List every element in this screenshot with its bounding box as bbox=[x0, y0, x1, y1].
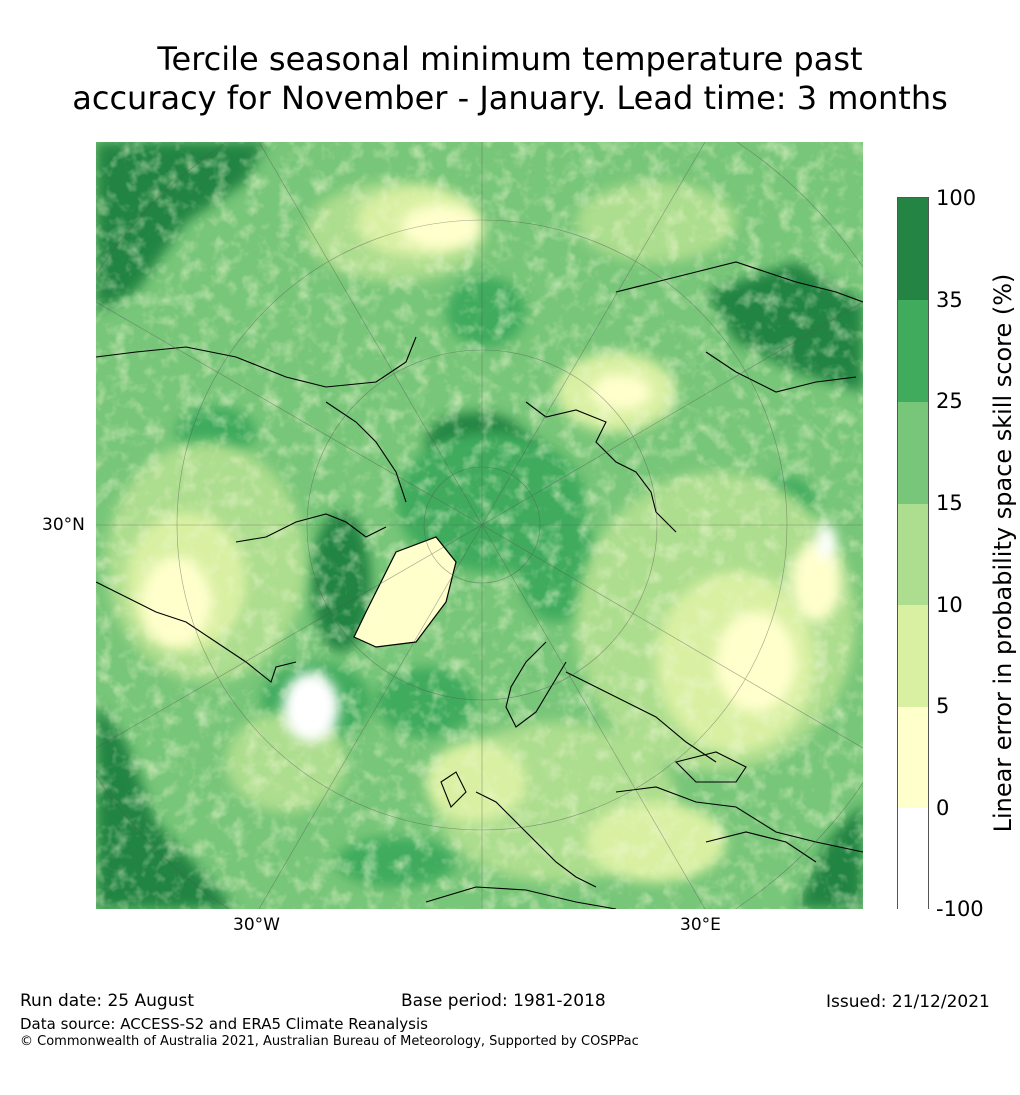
base-period: Base period: 1981-2018 bbox=[401, 991, 606, 1011]
colorbar-bin-0-5 bbox=[898, 707, 928, 808]
colorbar-title: Linear error in probability space skill … bbox=[989, 273, 1017, 833]
colorbar-tick-15: 15 bbox=[936, 491, 963, 515]
colorbar-bin-neg100-0 bbox=[898, 808, 928, 910]
polar-skill-map bbox=[96, 142, 863, 909]
greenland-landmass bbox=[353, 536, 457, 648]
coastlines bbox=[96, 261, 863, 909]
title-line-1: Tercile seasonal minimum temperature pas… bbox=[157, 40, 863, 78]
colorbar-bin-5-10 bbox=[898, 605, 928, 707]
colorbar-tick-100: 100 bbox=[936, 186, 977, 210]
title-line-2: accuracy for November - January. Lead ti… bbox=[72, 79, 948, 117]
colorbar-tick-35: 35 bbox=[936, 288, 963, 312]
copyright: © Commonwealth of Australia 2021, Austra… bbox=[20, 1034, 639, 1049]
colorbar-bin-10-15 bbox=[898, 504, 928, 605]
lat-label-30n: 30°N bbox=[42, 515, 85, 535]
graticule bbox=[96, 142, 863, 909]
lon-label-30e: 30°E bbox=[680, 915, 721, 935]
data-source: Data source: ACCESS-S2 and ERA5 Climate … bbox=[20, 1015, 428, 1033]
chart-title: Tercile seasonal minimum temperature pas… bbox=[0, 40, 1020, 118]
run-date: Run date: 25 August bbox=[20, 991, 194, 1011]
colorbar-tick-10: 10 bbox=[936, 593, 963, 617]
colorbar-bin-35-100 bbox=[898, 198, 928, 300]
colorbar-tick-5: 5 bbox=[936, 694, 950, 718]
colorbar-tick-25: 25 bbox=[936, 389, 963, 413]
colorbar bbox=[897, 197, 929, 910]
colorbar-tick-0: 0 bbox=[936, 796, 950, 820]
skill-region-negative bbox=[283, 524, 836, 742]
issued-date: Issued: 21/12/2021 bbox=[826, 992, 990, 1012]
colorbar-bin-15-25 bbox=[898, 402, 928, 504]
lon-label-30w: 30°W bbox=[233, 915, 280, 935]
colorbar-bin-25-35 bbox=[898, 300, 928, 402]
colorbar-tick-neg100: -100 bbox=[936, 897, 984, 921]
